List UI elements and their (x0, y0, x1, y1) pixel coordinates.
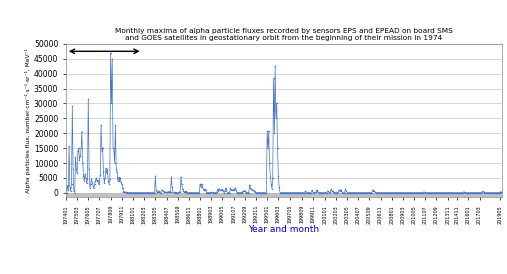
X-axis label: Year and month: Year and month (248, 225, 319, 234)
Title: Monthly maxima of alpha particle fluxes recorded by sensors EPS and EPEAD on boa: Monthly maxima of alpha particle fluxes … (115, 28, 453, 41)
Bar (66, 193, 502, 197)
Y-axis label: Alpha particles flux, number·cm⁻²·s⁻¹·sr⁻¹, MeV⁻¹: Alpha particles flux, number·cm⁻²·s⁻¹·sr… (25, 48, 31, 193)
